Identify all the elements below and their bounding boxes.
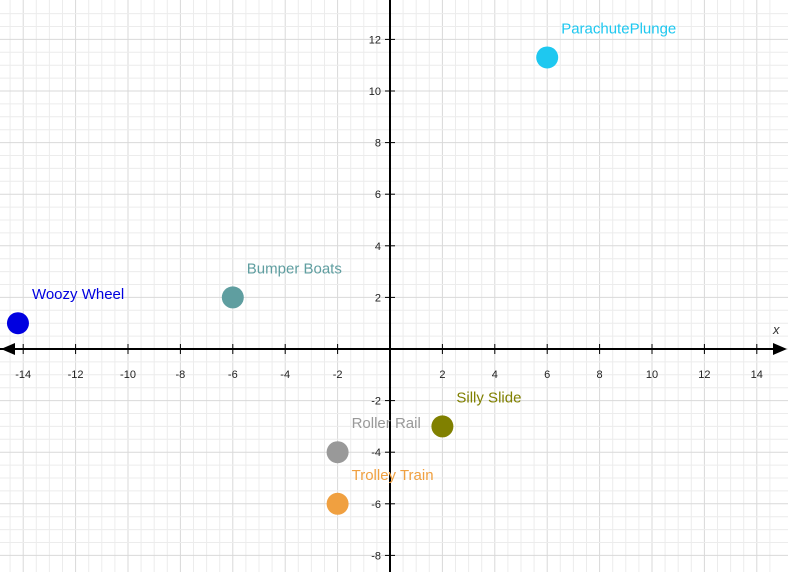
data-point — [326, 441, 349, 464]
y-tick-label: 8 — [375, 138, 381, 150]
y-tick-label: -8 — [371, 550, 381, 562]
y-tick-label: 12 — [369, 34, 381, 46]
x-tick-label: -12 — [68, 369, 84, 381]
x-tick-label: -4 — [280, 369, 290, 381]
x-tick-label: -2 — [333, 369, 343, 381]
x-tick-label: 14 — [751, 369, 763, 381]
data-point-label: Woozy Wheel — [32, 286, 124, 303]
y-tick-label: -4 — [371, 447, 381, 459]
data-point-label: ParachutePlunge — [561, 20, 676, 37]
x-tick-label: -6 — [228, 369, 238, 381]
x-tick-label: 4 — [492, 369, 498, 381]
data-point — [6, 312, 29, 335]
x-axis-arrow-right — [773, 343, 787, 355]
x-tick-label: -8 — [176, 369, 186, 381]
y-tick-label: 2 — [375, 292, 381, 304]
data-point — [221, 286, 244, 309]
x-tick-label: 12 — [698, 369, 710, 381]
x-tick-label: 10 — [646, 369, 658, 381]
data-point — [431, 415, 454, 438]
x-tick-label: -10 — [120, 369, 136, 381]
y-tick-label: 6 — [375, 189, 381, 201]
data-points: ParachutePlunge Woozy Wheel Bumper Boats Si… — [6, 20, 676, 515]
x-axis-arrow-left — [1, 343, 15, 355]
x-tick-label: 2 — [439, 369, 445, 381]
y-tick-label: -6 — [371, 499, 381, 511]
data-point-label: Bumper Boats — [247, 260, 342, 277]
tick-labels: -14 -12 -10 -8 -6 -4 -2 2 4 6 8 10 12 14 12 10 8 6 4 2 -2 -4 -… — [15, 34, 763, 562]
data-point — [326, 492, 349, 515]
data-point-label: Trolley Train — [352, 467, 434, 484]
y-tick-label: 4 — [375, 241, 381, 253]
x-tick-label: 8 — [597, 369, 603, 381]
data-point-label: Roller Rail — [352, 415, 421, 432]
x-tick-label: -14 — [15, 369, 31, 381]
y-tick-label: 10 — [369, 86, 381, 98]
x-tick-label: 6 — [544, 369, 550, 381]
data-point — [536, 46, 559, 69]
y-tick-label: -2 — [371, 396, 381, 408]
x-axis-label: x — [772, 322, 780, 337]
data-point-label: Silly Slide — [456, 389, 521, 406]
